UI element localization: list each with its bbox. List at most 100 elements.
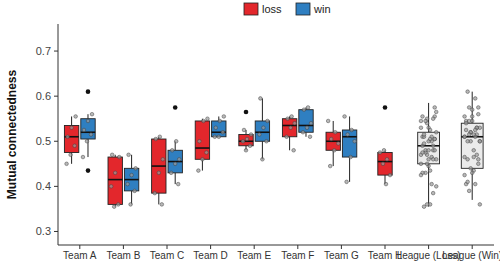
box: [342, 116, 356, 181]
point: [467, 133, 471, 137]
point: [427, 148, 431, 152]
point: [463, 135, 467, 139]
point: [349, 155, 353, 159]
point: [346, 133, 350, 137]
point: [153, 191, 157, 195]
point: [301, 130, 305, 134]
point: [428, 137, 432, 141]
median: [108, 179, 122, 181]
x-tick: [254, 245, 255, 249]
point: [345, 180, 349, 184]
box-body: [212, 121, 226, 137]
point: [343, 115, 347, 119]
point: [422, 142, 426, 146]
x-tick: [341, 245, 342, 249]
box-body: [168, 150, 182, 173]
y-tick: [54, 96, 58, 97]
x-tick-label: Team A: [63, 250, 97, 261]
outlier: [86, 89, 91, 94]
point: [217, 135, 221, 139]
point: [66, 135, 70, 139]
upper-whisker: [71, 116, 72, 125]
point: [388, 173, 392, 177]
legend-label: loss: [262, 3, 282, 15]
point: [160, 203, 164, 207]
lower-whisker: [131, 191, 132, 205]
point: [473, 128, 477, 132]
point: [308, 135, 312, 139]
point: [466, 139, 470, 143]
point: [126, 182, 130, 186]
point: [382, 148, 386, 152]
box: [282, 116, 296, 150]
point: [463, 115, 467, 119]
box: [81, 89, 95, 173]
point: [169, 171, 173, 175]
point: [261, 158, 265, 162]
point: [472, 155, 476, 159]
y-tick-label: 0.6: [36, 90, 51, 102]
point: [430, 182, 434, 186]
upper-whisker: [262, 98, 263, 121]
point: [133, 189, 137, 193]
point: [328, 164, 332, 168]
point: [477, 112, 481, 116]
point: [466, 158, 470, 162]
point: [214, 126, 218, 130]
point: [130, 173, 134, 177]
point: [419, 173, 423, 177]
point: [431, 144, 435, 148]
point: [73, 144, 77, 148]
point: [285, 135, 289, 139]
point: [201, 158, 205, 162]
y-tick: [54, 141, 58, 142]
point: [218, 119, 222, 123]
point: [419, 126, 423, 130]
y-tick-label: 0.7: [36, 45, 51, 57]
point: [242, 128, 246, 132]
box: [124, 155, 138, 205]
point: [174, 139, 178, 143]
x-tick: [297, 245, 298, 249]
median: [378, 161, 392, 163]
box-body: [418, 132, 440, 164]
point: [70, 126, 74, 130]
point: [112, 205, 116, 209]
outlier: [86, 168, 91, 173]
point: [86, 119, 90, 123]
x-tick: [210, 245, 211, 249]
box: [255, 98, 269, 159]
median: [195, 147, 209, 149]
point: [470, 115, 474, 119]
x-tick-label: Team E: [237, 250, 271, 261]
point: [466, 90, 470, 94]
box-body: [299, 110, 313, 133]
y-axis-line: [58, 24, 59, 245]
x-tick: [428, 245, 429, 249]
x-tick-label: League (Win): [442, 250, 500, 261]
point: [381, 162, 385, 166]
point: [74, 115, 78, 119]
point: [158, 135, 162, 139]
point: [127, 153, 131, 157]
point: [117, 155, 121, 159]
x-tick-label: Team C: [150, 250, 184, 261]
x-tick: [167, 245, 168, 249]
box: [64, 116, 78, 163]
point: [477, 158, 481, 162]
point: [290, 115, 294, 119]
point: [466, 180, 470, 184]
outlier: [244, 110, 249, 115]
legend-label: win: [313, 3, 331, 15]
box-body: [195, 121, 209, 159]
point: [478, 139, 482, 143]
point: [262, 126, 266, 130]
point: [424, 119, 428, 123]
point: [221, 130, 225, 134]
point: [259, 97, 263, 101]
point: [202, 119, 206, 123]
point: [82, 128, 86, 132]
point: [244, 148, 248, 152]
point: [463, 135, 467, 139]
box-body: [326, 132, 340, 150]
